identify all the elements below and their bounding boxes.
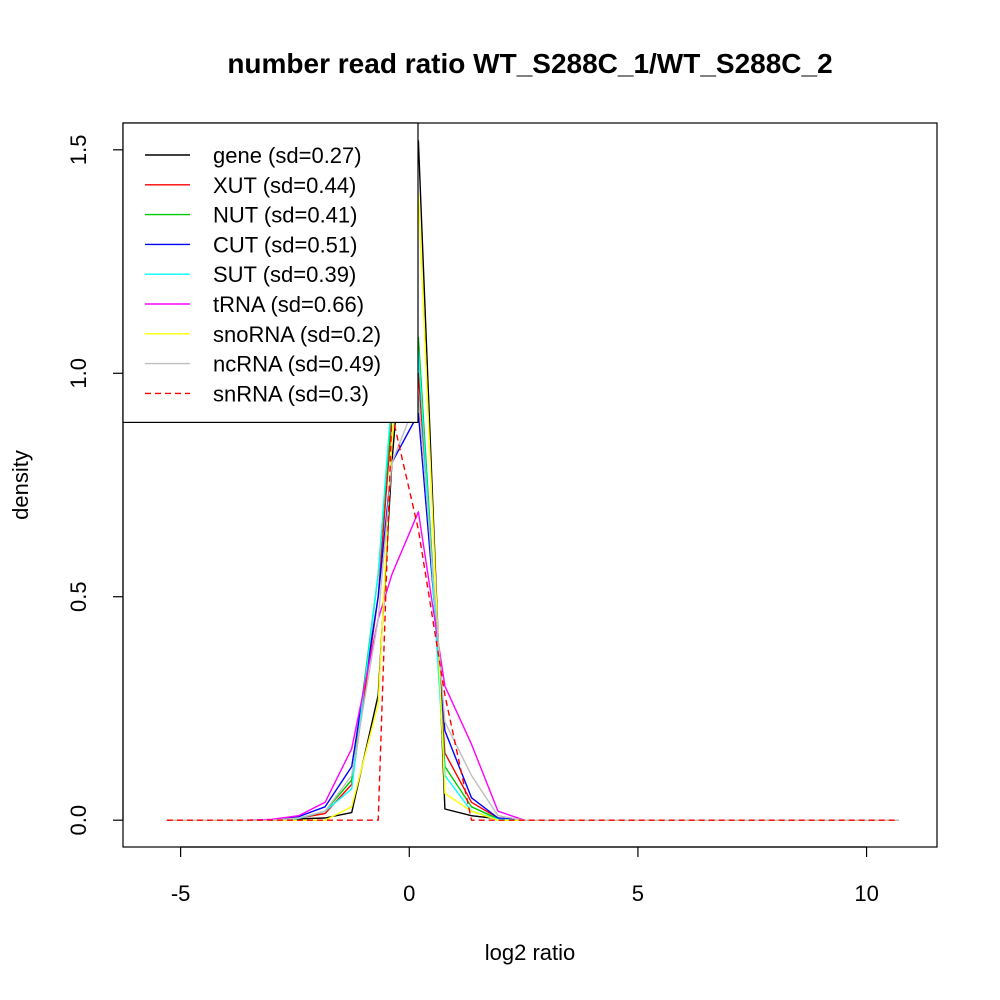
legend-label: XUT (sd=0.44) bbox=[213, 173, 356, 198]
legend-label: NUT (sd=0.41) bbox=[213, 203, 357, 228]
x-tick-label: 0 bbox=[403, 881, 415, 906]
x-axis: -5 0 5 10 bbox=[171, 846, 879, 906]
series-line bbox=[166, 412, 899, 821]
y-axis-label: density bbox=[8, 450, 33, 520]
y-tick-label: 0.0 bbox=[66, 805, 91, 836]
y-tick-label: 0.5 bbox=[66, 581, 91, 612]
chart-title: number read ratio WT_S288C_1/WT_S288C_2 bbox=[227, 48, 832, 79]
legend-label: snRNA (sd=0.3) bbox=[213, 381, 369, 406]
legend-label: gene (sd=0.27) bbox=[213, 143, 362, 168]
y-axis: 0.0 0.5 1.0 1.5 bbox=[66, 135, 124, 836]
legend-label: SUT (sd=0.39) bbox=[213, 262, 356, 287]
legend-label: ncRNA (sd=0.49) bbox=[213, 352, 381, 377]
legend-box bbox=[122, 122, 419, 423]
y-tick-label: 1.0 bbox=[66, 358, 91, 389]
legend-label: tRNA (sd=0.66) bbox=[213, 292, 364, 317]
series-line bbox=[166, 511, 899, 821]
series-line bbox=[166, 372, 899, 821]
x-tick-label: -5 bbox=[171, 881, 191, 906]
series-line bbox=[166, 412, 899, 821]
legend-label: snoRNA (sd=0.2) bbox=[213, 322, 381, 347]
y-tick-label: 1.5 bbox=[66, 135, 91, 166]
x-tick-label: 10 bbox=[854, 881, 878, 906]
x-axis-label: log2 ratio bbox=[485, 940, 576, 965]
legend: gene (sd=0.27) XUT (sd=0.44) NUT (sd=0.41)… bbox=[122, 122, 419, 423]
series-line bbox=[166, 394, 899, 821]
legend-label: CUT (sd=0.51) bbox=[213, 232, 357, 257]
x-tick-label: 5 bbox=[632, 881, 644, 906]
